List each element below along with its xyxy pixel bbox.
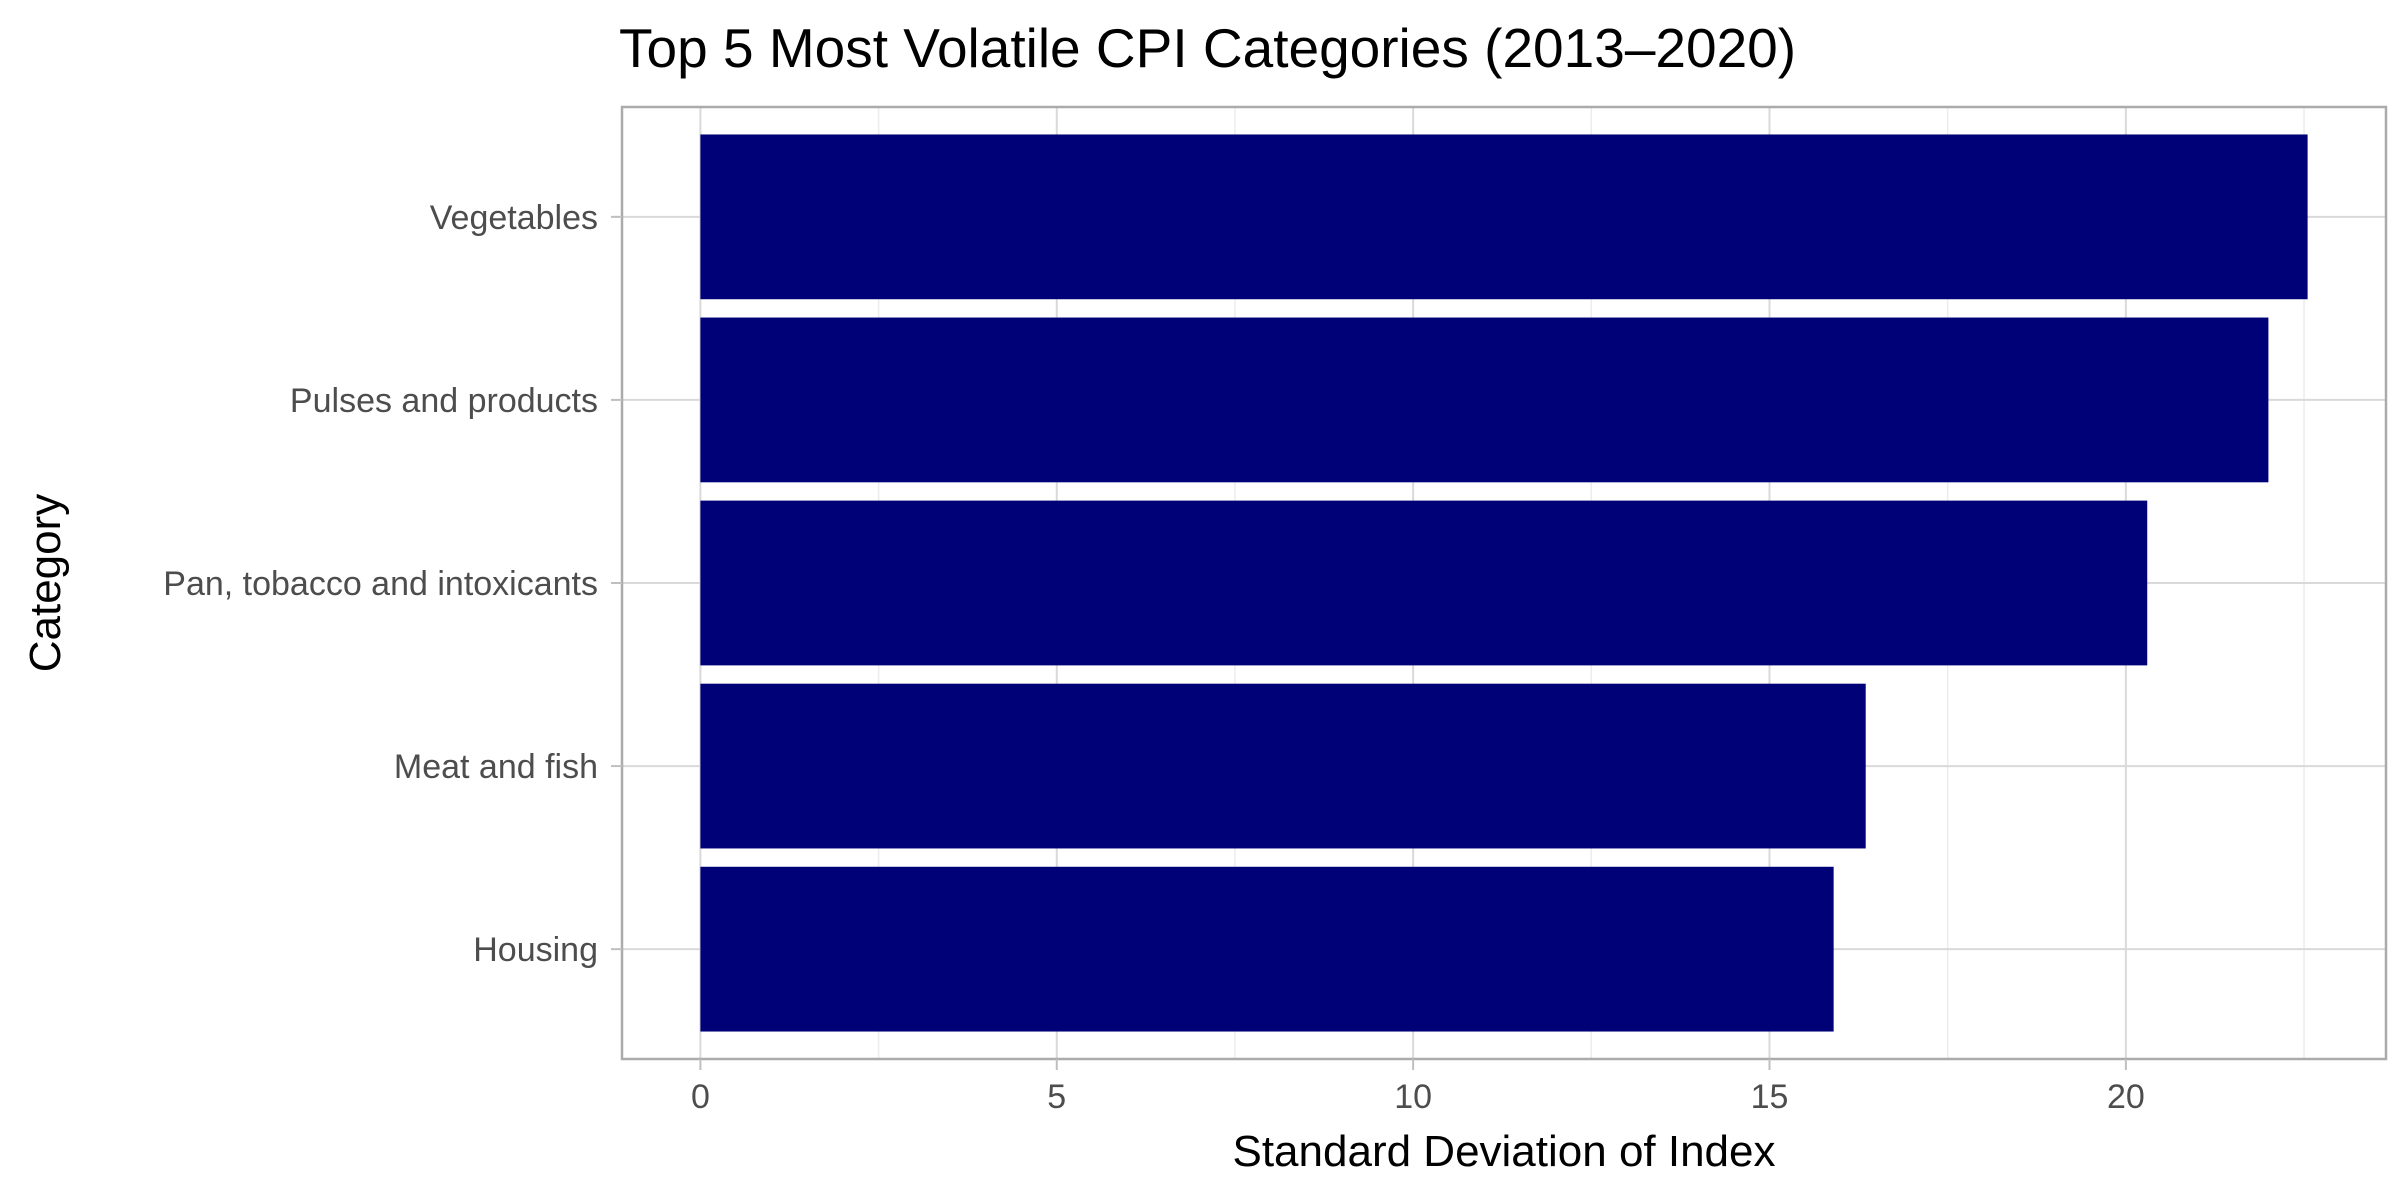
y-tick-label: Vegetables xyxy=(430,199,598,237)
bar xyxy=(700,500,2148,666)
x-tick-label: 0 xyxy=(691,1078,710,1116)
bar xyxy=(700,317,2269,483)
x-tick-label: 5 xyxy=(1047,1078,1066,1116)
y-tick-label: Pulses and products xyxy=(290,382,598,420)
y-tick-label: Housing xyxy=(473,931,598,969)
x-tick-label: 10 xyxy=(1394,1078,1432,1116)
bar xyxy=(700,683,1866,849)
x-tick-label: 15 xyxy=(1751,1078,1789,1116)
x-tick-label: 20 xyxy=(2107,1078,2145,1116)
bars xyxy=(700,134,2308,1032)
bar xyxy=(700,134,2308,300)
x-axis-title: Standard Deviation of Index xyxy=(1232,1127,1775,1176)
y-axis-ticks: Vegetables Pulses and products Pan, tobacc… xyxy=(163,199,622,969)
chart-title: Top 5 Most Volatile CPI Categories (2013… xyxy=(619,17,1796,79)
y-axis-title: Category xyxy=(21,494,70,673)
x-axis-ticks: 0 5 10 15 20 xyxy=(691,1059,2145,1116)
y-tick-label: Meat and fish xyxy=(394,748,598,786)
y-tick-label: Pan, tobacco and intoxicants xyxy=(163,565,598,603)
bar xyxy=(700,866,1834,1032)
